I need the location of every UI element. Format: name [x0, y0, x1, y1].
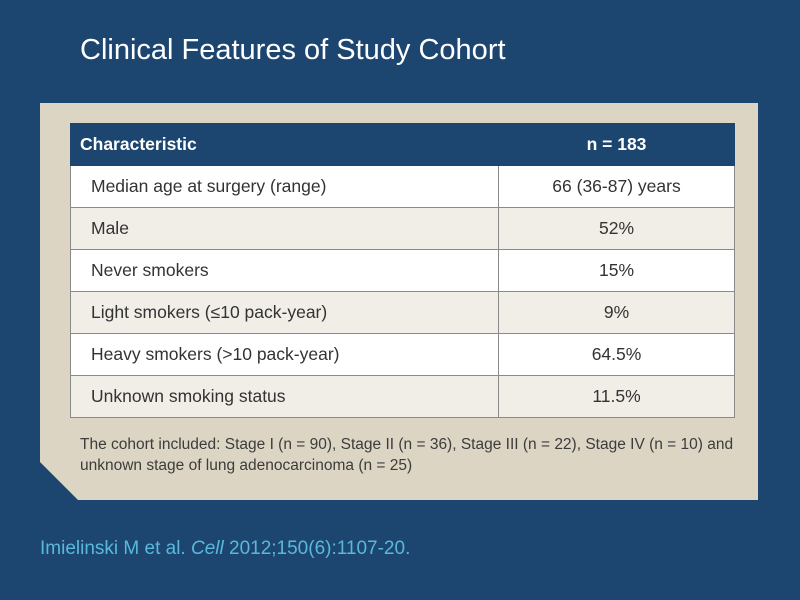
table-row: Unknown smoking status 11.5%: [70, 375, 735, 418]
cohort-note: The cohort included: Stage I (n = 90), S…: [80, 436, 734, 474]
row-characteristic: Median age at surgery (range): [70, 165, 499, 208]
row-characteristic: Heavy smokers (>10 pack-year): [70, 333, 499, 376]
row-characteristic: Male: [70, 207, 499, 250]
citation-details: 2012;150(6):1107-20.: [229, 538, 411, 559]
row-value: 66 (36-87) years: [498, 165, 735, 208]
row-value: 52%: [498, 207, 735, 250]
cohort-table: Characteristic n = 183 Median age at sur…: [70, 123, 735, 418]
row-characteristic: Light smokers (≤10 pack-year): [70, 291, 499, 334]
row-characteristic: Unknown smoking status: [70, 375, 499, 418]
table-row: Never smokers 15%: [70, 249, 735, 292]
citation-authors: Imielinski M et al.: [40, 538, 186, 559]
table-row: Heavy smokers (>10 pack-year) 64.5%: [70, 333, 735, 376]
citation: Imielinski M et al. Cell 2012;150(6):110…: [40, 538, 410, 560]
row-value: 64.5%: [498, 333, 735, 376]
row-value: 11.5%: [498, 375, 735, 418]
header-characteristic: Characteristic: [70, 123, 499, 166]
row-value: 9%: [498, 291, 735, 334]
citation-journal: Cell: [190, 538, 224, 559]
row-value: 15%: [498, 249, 735, 292]
table-row: Median age at surgery (range) 66 (36-87)…: [70, 165, 735, 208]
table-header-row: Characteristic n = 183: [70, 123, 735, 166]
table-row: Male 52%: [70, 207, 735, 250]
table-row: Light smokers (≤10 pack-year) 9%: [70, 291, 735, 334]
row-characteristic: Never smokers: [70, 249, 499, 292]
slide-title: Clinical Features of Study Cohort: [80, 34, 506, 66]
header-n: n = 183: [498, 123, 735, 166]
